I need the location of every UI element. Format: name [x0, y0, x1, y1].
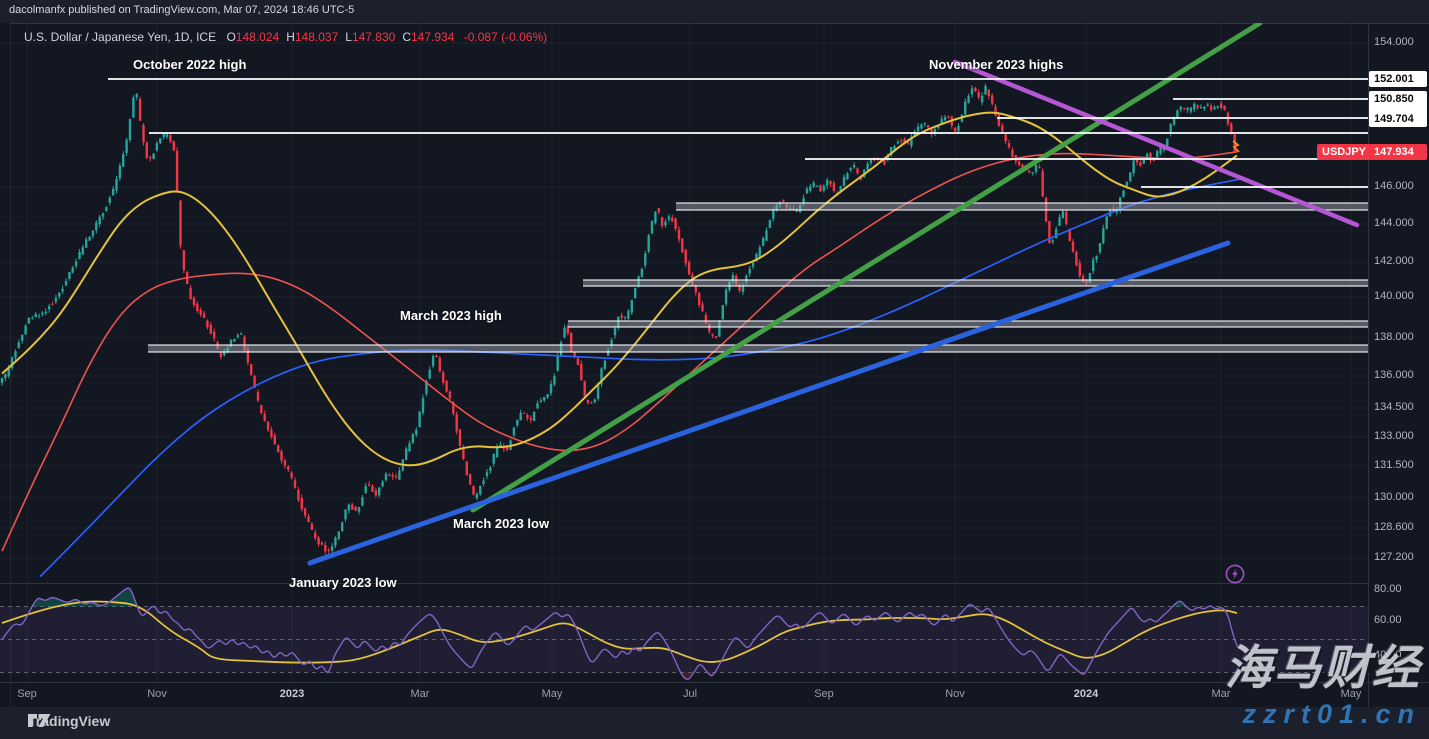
trendline-downtrend-purple[interactable]	[952, 59, 1360, 228]
price-axis-label: 144.000	[1374, 217, 1414, 229]
price-axis-border	[1368, 23, 1369, 707]
tradingview-logo-icon	[28, 714, 51, 727]
ohlc-C: C147.934	[402, 30, 455, 44]
price-axis-label: 127.200	[1374, 551, 1414, 563]
price-axis-label: 40.00	[1374, 649, 1402, 661]
price-axis-label: 138.000	[1374, 331, 1414, 343]
attribution-bar: dacolmanfx published on TradingView.com,…	[9, 4, 355, 16]
time-axis-label: May	[541, 688, 563, 700]
rsi-line[interactable]	[1, 587, 1238, 680]
price-axis-label: 130.000	[1374, 491, 1414, 503]
candlestick-series	[0, 83, 1236, 555]
price-tag-152.001: 152.001	[1369, 71, 1427, 87]
change-value: -0.087 (-0.06%)	[463, 30, 548, 44]
time-axis-label: Mar	[1211, 688, 1231, 700]
time-axis-label: Jul	[682, 688, 698, 700]
price-axis-label: 140.000	[1374, 290, 1414, 302]
watermark-url: zzrt01.cn	[1242, 699, 1421, 729]
ohlc-values: O148.024 H148.037 L147.830 C147.934	[219, 30, 454, 44]
symbol-title[interactable]: U.S. Dollar / Japanese Yen, 1D, ICE	[24, 30, 217, 44]
time-axis-label: Nov	[945, 688, 965, 700]
annotation-march-2023-high[interactable]: March 2023 high	[400, 308, 502, 323]
chart-top-border	[10, 23, 1429, 24]
price-axis-label: 146.000	[1374, 180, 1414, 192]
price-tag-149.704: 149.704	[1369, 111, 1427, 127]
price-axis-label: 136.000	[1374, 369, 1414, 381]
annotation-october-2022-high[interactable]: October 2022 high	[133, 57, 247, 72]
chart-background	[0, 23, 1429, 707]
horizontal-levels[interactable]	[108, 78, 1368, 188]
rsi-pane	[0, 586, 1368, 681]
rsi-ma-line[interactable]	[1, 600, 1238, 664]
ma-blue-line[interactable]	[39, 178, 1241, 578]
price-axis-label: 128.600	[1374, 521, 1414, 533]
time-axis-border	[0, 682, 1429, 683]
price-axis-label: 131.500	[1374, 459, 1414, 471]
ma-yellow-line[interactable]	[1, 111, 1238, 467]
pane-divider[interactable]	[0, 583, 1368, 584]
price-axis-label: 80.00	[1374, 583, 1402, 595]
time-axis-label: Sep	[814, 688, 834, 700]
ohlc-O: O148.024	[226, 30, 280, 44]
price-axis-label: 60.00	[1374, 614, 1402, 626]
symbol-legend[interactable]: U.S. Dollar / Japanese Yen, 1D, ICE O148…	[16, 30, 547, 44]
support-resistance-zones[interactable]	[148, 202, 1368, 353]
trendline-uptrend-green[interactable]	[470, 23, 1263, 513]
trendline-uptrend-blue[interactable]	[307, 240, 1231, 566]
watermark-cn: 海马财经	[1225, 641, 1421, 694]
annotation-january-2023-low[interactable]: January 2023 low	[289, 575, 397, 590]
last-price-marker-icon	[1232, 140, 1240, 153]
time-axis-label: May	[1340, 688, 1362, 700]
time-axis-label: Sep	[17, 688, 37, 700]
ohlc-H: H148.037	[286, 30, 339, 44]
price-axis-label: 134.500	[1374, 401, 1414, 413]
watermark: 海马财经 zzrt01.cn	[1225, 640, 1421, 730]
annotation-november-2023-highs[interactable]: November 2023 highs	[929, 57, 1064, 72]
time-axis-label: Mar	[410, 688, 430, 700]
ohlc-L: L147.830	[345, 30, 396, 44]
time-axis-label: 2023	[279, 688, 305, 700]
time-axis-label: Nov	[147, 688, 167, 700]
flash-icon[interactable]	[1224, 563, 1246, 585]
tradingview-logo[interactable]: TradingView	[28, 713, 110, 729]
price-axis-label: 142.000	[1374, 255, 1414, 267]
symbol-price-flag: USDJPY	[1317, 144, 1372, 160]
price-axis-label: 133.000	[1374, 430, 1414, 442]
price-axis-label: 154.000	[1374, 36, 1414, 48]
price-tag-150.850: 150.850	[1369, 91, 1427, 107]
annotation-march-2023-low[interactable]: March 2023 low	[453, 516, 550, 531]
current-price-label: 147.934	[1369, 144, 1427, 160]
footer-row	[0, 707, 1429, 739]
time-axis-label: 2024	[1073, 688, 1099, 700]
